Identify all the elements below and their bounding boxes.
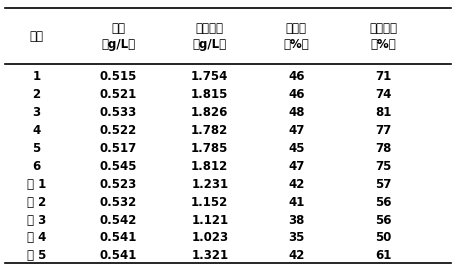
Text: 出酒率
（%）: 出酒率 （%） — [283, 22, 308, 51]
Text: 45: 45 — [288, 142, 304, 155]
Text: 1.826: 1.826 — [191, 106, 228, 119]
Text: 61: 61 — [374, 250, 390, 262]
Text: 1.023: 1.023 — [191, 232, 228, 244]
Text: 1.782: 1.782 — [191, 124, 228, 137]
Text: 5: 5 — [32, 142, 40, 155]
Text: 0.545: 0.545 — [100, 160, 137, 173]
Text: 0.541: 0.541 — [100, 232, 137, 244]
Text: 1: 1 — [32, 70, 40, 83]
Text: 2: 2 — [32, 88, 40, 101]
Text: 1.231: 1.231 — [191, 178, 228, 191]
Text: 71: 71 — [374, 70, 390, 83]
Text: 0.522: 0.522 — [100, 124, 137, 137]
Text: 对 5: 对 5 — [27, 250, 46, 262]
Text: 0.533: 0.533 — [100, 106, 137, 119]
Text: 0.541: 0.541 — [100, 250, 137, 262]
Text: 47: 47 — [288, 124, 304, 137]
Text: 对 1: 对 1 — [27, 178, 46, 191]
Text: 6: 6 — [32, 160, 40, 173]
Text: 78: 78 — [374, 142, 390, 155]
Text: 42: 42 — [288, 250, 304, 262]
Text: 0.515: 0.515 — [100, 70, 137, 83]
Text: 对 4: 对 4 — [27, 232, 46, 244]
Text: 0.523: 0.523 — [100, 178, 137, 191]
Text: 46: 46 — [288, 88, 304, 101]
Text: 46: 46 — [288, 70, 304, 83]
Text: 56: 56 — [374, 196, 390, 209]
Text: 1.812: 1.812 — [191, 160, 228, 173]
Text: 48: 48 — [288, 106, 304, 119]
Text: 41: 41 — [288, 196, 304, 209]
Text: 0.517: 0.517 — [100, 142, 137, 155]
Text: 81: 81 — [374, 106, 390, 119]
Text: 0.532: 0.532 — [100, 196, 137, 209]
Text: 实例: 实例 — [30, 30, 43, 43]
Text: 1.815: 1.815 — [191, 88, 228, 101]
Text: 77: 77 — [374, 124, 390, 137]
Text: 42: 42 — [288, 178, 304, 191]
Text: 3: 3 — [32, 106, 40, 119]
Text: 38: 38 — [288, 214, 304, 226]
Text: 74: 74 — [374, 88, 390, 101]
Text: 1.754: 1.754 — [191, 70, 228, 83]
Text: 对 3: 对 3 — [27, 214, 46, 226]
Text: 56: 56 — [374, 214, 390, 226]
Text: 0.521: 0.521 — [100, 88, 137, 101]
Text: 75: 75 — [374, 160, 390, 173]
Text: 47: 47 — [288, 160, 304, 173]
Text: 1.785: 1.785 — [191, 142, 228, 155]
Text: 57: 57 — [374, 178, 390, 191]
Text: 1.152: 1.152 — [191, 196, 228, 209]
Text: 总酸
（g/L）: 总酸 （g/L） — [101, 22, 135, 51]
Text: 对 2: 对 2 — [27, 196, 46, 209]
Text: 50: 50 — [374, 232, 390, 244]
Text: 0.542: 0.542 — [100, 214, 137, 226]
Text: 4: 4 — [32, 124, 40, 137]
Text: 乙酸乙酯
（g/L）: 乙酸乙酯 （g/L） — [192, 22, 226, 51]
Text: 1.121: 1.121 — [191, 214, 228, 226]
Text: 优质品率
（%）: 优质品率 （%） — [368, 22, 396, 51]
Text: 1.321: 1.321 — [191, 250, 228, 262]
Text: 35: 35 — [288, 232, 304, 244]
